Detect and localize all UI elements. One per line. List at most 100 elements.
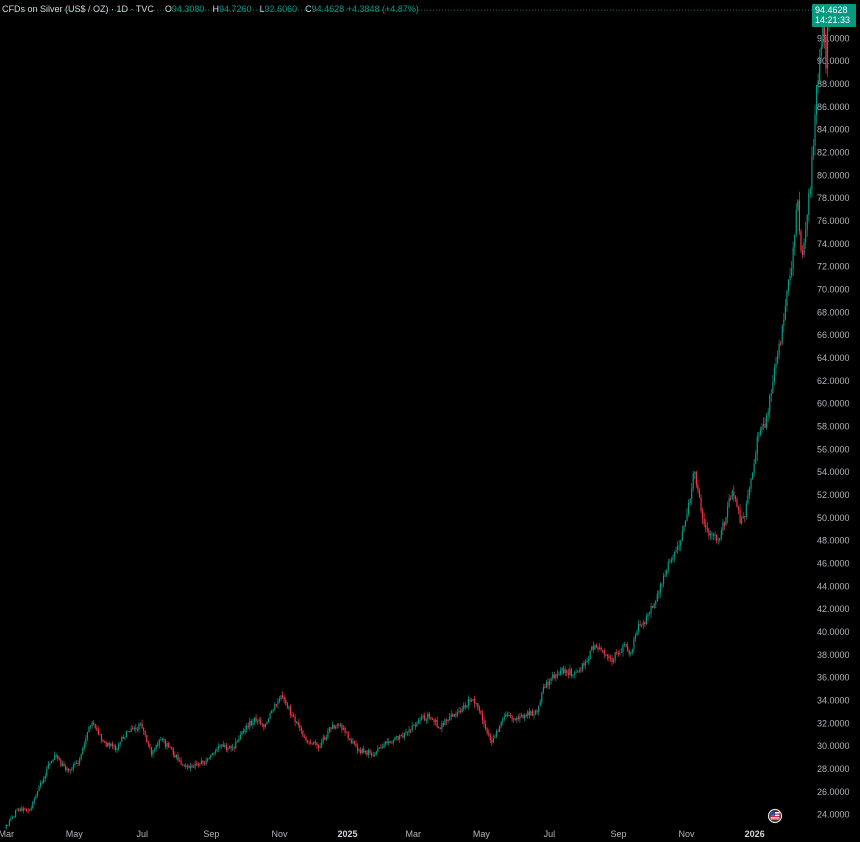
candle-body bbox=[217, 746, 220, 749]
candle-body bbox=[118, 744, 120, 749]
candle-body bbox=[292, 715, 295, 717]
candle-body bbox=[252, 721, 254, 725]
candle-body bbox=[77, 763, 79, 765]
candle-body bbox=[239, 734, 242, 739]
candle-body bbox=[242, 731, 245, 733]
us-flag-icon[interactable] bbox=[767, 808, 783, 824]
candle-body bbox=[386, 741, 388, 744]
candle-body bbox=[297, 722, 299, 726]
candle-body bbox=[228, 746, 231, 748]
candle-body bbox=[286, 703, 288, 708]
candle-body bbox=[238, 738, 240, 742]
candle-body bbox=[261, 723, 263, 725]
y-tick-label: 28.0000 bbox=[817, 764, 850, 774]
candle-body bbox=[196, 763, 198, 765]
y-tick-label: 56.0000 bbox=[817, 444, 850, 454]
candle-body bbox=[445, 719, 448, 721]
candle-body bbox=[697, 484, 699, 491]
candle-body bbox=[400, 735, 402, 737]
candle-body bbox=[459, 710, 462, 712]
candle-body bbox=[567, 672, 569, 675]
candle-body bbox=[192, 767, 195, 769]
candle-body bbox=[14, 810, 17, 817]
symbol-header[interactable]: CFDs on Silver (US$ / OZ) · 1D · TVC O94… bbox=[2, 2, 419, 16]
candle-body bbox=[7, 825, 9, 826]
candle-body bbox=[666, 570, 668, 575]
candle-body bbox=[211, 753, 213, 756]
candle-body bbox=[360, 750, 362, 753]
candle-body bbox=[461, 708, 463, 712]
candle-body bbox=[823, 21, 825, 38]
candle-body bbox=[89, 725, 92, 727]
candle-body bbox=[36, 791, 39, 796]
candle-body bbox=[417, 720, 420, 724]
candle-body bbox=[689, 498, 691, 503]
candle-body bbox=[722, 522, 724, 531]
candle-body bbox=[208, 758, 210, 760]
y-tick-label: 90.0000 bbox=[817, 56, 850, 66]
time-axis[interactable]: Mar May Jul Sep Nov 2025 Mar May Jul Sep Nov 2026 bbox=[0, 829, 765, 839]
candle-body bbox=[328, 727, 331, 732]
candle-body bbox=[285, 700, 287, 704]
candle-body bbox=[235, 741, 237, 749]
candle-body bbox=[741, 518, 743, 524]
candle-body bbox=[147, 742, 149, 744]
candle-body bbox=[13, 816, 15, 818]
candle-body bbox=[670, 559, 672, 562]
candle-body bbox=[381, 747, 384, 749]
candle-body bbox=[491, 740, 493, 743]
candle-body bbox=[331, 724, 334, 729]
candle-body bbox=[656, 593, 658, 602]
candle-body bbox=[186, 766, 188, 768]
symbol-title[interactable]: CFDs on Silver (US$ / OZ) · 1D · TVC bbox=[2, 4, 154, 14]
candle-body bbox=[171, 747, 173, 749]
candle-body bbox=[342, 727, 345, 730]
y-tick-label: 84.0000 bbox=[817, 125, 850, 135]
candle-body bbox=[316, 742, 318, 746]
candle-body bbox=[623, 644, 626, 646]
candle-body bbox=[742, 516, 744, 519]
candle-body bbox=[566, 669, 568, 673]
candle-body bbox=[511, 716, 513, 720]
candle-body bbox=[402, 735, 404, 738]
candle-body bbox=[58, 758, 60, 760]
candle-body bbox=[787, 280, 790, 291]
candle-body bbox=[449, 716, 451, 720]
candle-body bbox=[8, 820, 10, 826]
candle-body bbox=[370, 753, 373, 756]
candle-body bbox=[820, 46, 822, 57]
candle-body bbox=[544, 687, 546, 688]
candle-body bbox=[595, 645, 598, 648]
candle-body bbox=[597, 647, 599, 650]
candle-body bbox=[30, 808, 32, 810]
candle-body bbox=[655, 601, 657, 604]
candle-body bbox=[172, 748, 174, 755]
candle-body bbox=[419, 720, 421, 722]
candle-body bbox=[177, 755, 179, 761]
candle-body bbox=[289, 707, 292, 715]
candle-body bbox=[686, 514, 688, 521]
candle-body bbox=[795, 209, 797, 235]
candle-body bbox=[681, 531, 683, 541]
candle-body bbox=[644, 622, 646, 624]
candle-body bbox=[776, 354, 779, 364]
candle-body bbox=[605, 654, 607, 656]
x-tick-label: Sep bbox=[611, 829, 627, 839]
candle-body bbox=[611, 658, 613, 663]
candle-body bbox=[717, 539, 719, 541]
candle-body bbox=[480, 710, 482, 714]
candle-body bbox=[514, 718, 516, 720]
candle-body bbox=[552, 674, 554, 679]
y-tick-label: 42.0000 bbox=[817, 604, 850, 614]
candle-body bbox=[321, 742, 323, 747]
price-axis[interactable]: 24.0000 26.0000 28.0000 30.0000 32.0000 34.00… bbox=[817, 33, 850, 819]
y-tick-label: 34.0000 bbox=[817, 695, 850, 705]
candle-body bbox=[305, 736, 307, 741]
candle-body bbox=[333, 724, 335, 729]
candle-body bbox=[747, 495, 749, 504]
candle-body bbox=[391, 742, 393, 744]
candle-body bbox=[97, 729, 99, 735]
candle-body bbox=[358, 750, 360, 752]
candle-body bbox=[603, 650, 605, 655]
